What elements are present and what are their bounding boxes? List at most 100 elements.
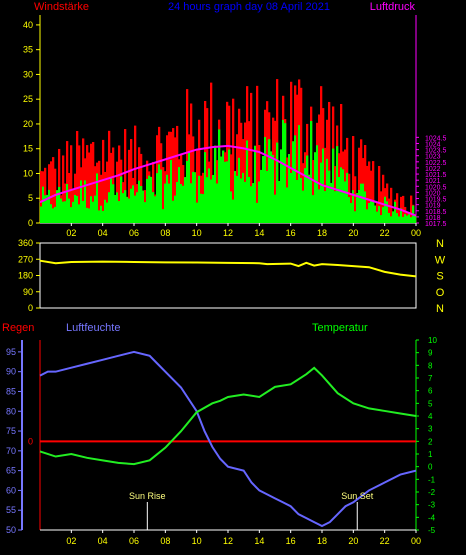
wind-avg-bar xyxy=(390,216,393,223)
wind-avg-bar xyxy=(102,210,105,223)
humidity-tick-label: 95 xyxy=(6,347,16,357)
wind-avg-bar xyxy=(92,201,95,223)
wind-avg-bar xyxy=(80,180,83,223)
pressure-tick-label: 1021.5 xyxy=(425,172,447,179)
wind-gust-bar xyxy=(368,161,371,223)
wind-gust-bar xyxy=(130,139,133,223)
wind-avg-bar xyxy=(356,193,359,223)
wind-avg-bar xyxy=(320,162,323,223)
wind-avg-bar xyxy=(238,157,241,223)
wind-avg-bar xyxy=(198,175,201,223)
wind-avg-bar xyxy=(354,211,357,223)
pressure-tick-label: 1022.5 xyxy=(425,160,447,167)
x-tick-label: 22 xyxy=(380,536,390,546)
wind-avg-bar xyxy=(106,202,109,223)
wind-avg-bar xyxy=(344,181,347,223)
wind-avg-bar xyxy=(286,187,289,223)
wind-gust-bar xyxy=(206,108,209,223)
wind-avg-bar xyxy=(364,191,367,223)
temperature-tick-label: 5 xyxy=(428,399,433,408)
wind-avg-bar xyxy=(402,216,405,223)
wind-avg-bar xyxy=(136,192,139,223)
wind-avg-bar xyxy=(60,198,63,223)
x-tick-label: 14 xyxy=(254,228,264,238)
wind-tick-label: 20 xyxy=(23,119,33,129)
wind-avg-bar xyxy=(124,190,127,223)
x-tick-label: 02 xyxy=(66,228,76,238)
temperature-tick-label: 4 xyxy=(428,412,433,421)
wind-avg-bar xyxy=(246,140,249,223)
wind-avg-bar xyxy=(58,186,61,223)
wind-avg-bar xyxy=(128,198,131,223)
wind-avg-bar xyxy=(298,125,301,223)
wind-avg-bar xyxy=(352,190,355,223)
wind-avg-bar xyxy=(184,177,187,223)
wind-avg-bar xyxy=(406,215,409,223)
x-tick-label: 06 xyxy=(129,228,139,238)
wind-avg-bar xyxy=(54,206,57,223)
wind-avg-bar xyxy=(394,201,397,223)
wind-avg-bar xyxy=(242,172,245,223)
temperature-tick-label: -5 xyxy=(428,526,436,535)
wind-avg-bar xyxy=(220,156,223,223)
wind-avg-bar xyxy=(190,183,193,223)
wind-avg-bar xyxy=(72,201,75,223)
wind-avg-bar xyxy=(250,186,253,223)
wind-gust-bar xyxy=(388,198,391,223)
luftfeuchte-label: Luftfeuchte xyxy=(66,322,120,334)
wind-avg-bar xyxy=(132,185,135,223)
wind-avg-bar xyxy=(62,201,65,223)
wind-avg-bar xyxy=(252,183,255,223)
wind-avg-bar xyxy=(226,161,229,223)
wind-gust-bar xyxy=(174,137,177,223)
wind-avg-bar xyxy=(244,181,247,223)
chart-title-left: Windstärke xyxy=(34,1,89,13)
wind-gust-bar xyxy=(134,125,137,223)
wind-avg-bar xyxy=(196,202,199,223)
humidity-tick-label: 80 xyxy=(6,406,16,416)
wind-gust-bar xyxy=(328,101,331,223)
direction-tick-label: 90 xyxy=(23,287,33,297)
wind-gust-bar xyxy=(402,195,405,223)
compass-label: N xyxy=(436,303,444,315)
direction-tick-label: 270 xyxy=(18,254,33,264)
wind-gust-bar xyxy=(116,161,119,223)
wind-avg-bar xyxy=(192,171,195,223)
wind-gust-bar xyxy=(232,98,235,223)
wind-gust-bar xyxy=(118,145,121,223)
wind-gust-bar xyxy=(70,145,73,223)
wind-gust-bar xyxy=(94,166,97,223)
wind-avg-bar xyxy=(94,195,97,223)
pressure-line xyxy=(39,144,417,217)
wind-avg-bar xyxy=(316,145,319,223)
wind-gust-bar xyxy=(248,121,251,223)
temperature-tick-label: 10 xyxy=(428,336,437,345)
wind-avg-bar xyxy=(150,176,153,223)
wind-avg-bar xyxy=(204,152,207,223)
wind-gust-bar xyxy=(340,103,343,223)
wind-avg-bar xyxy=(384,196,387,223)
pressure-tick-label: 1019.5 xyxy=(425,197,447,204)
x-tick-label: 00 xyxy=(411,536,421,546)
wind-gust-bar xyxy=(410,195,413,223)
wind-gust-bar xyxy=(352,136,355,223)
wind-avg-bar xyxy=(336,146,339,223)
wind-tick-label: 40 xyxy=(23,20,33,30)
wind-gust-bar xyxy=(168,131,171,223)
wind-avg-bar xyxy=(152,192,155,223)
wind-avg-bar xyxy=(380,215,383,223)
wind-avg-bar xyxy=(188,151,191,223)
wind-avg-bar xyxy=(400,208,403,223)
wind-avg-bar xyxy=(98,210,101,223)
wind-direction-line xyxy=(39,259,417,278)
wind-avg-bar xyxy=(126,196,129,223)
humidity-line xyxy=(39,350,417,528)
x-tick-label: 04 xyxy=(98,228,108,238)
wind-avg-bar xyxy=(138,180,141,223)
wind-avg-bar xyxy=(296,180,299,223)
sun-set-label: Sun Set xyxy=(341,491,374,501)
wind-avg-bar xyxy=(262,156,265,223)
direction-tick-label: 360 xyxy=(18,238,33,248)
chart-title-right: Luftdruck xyxy=(370,1,416,13)
